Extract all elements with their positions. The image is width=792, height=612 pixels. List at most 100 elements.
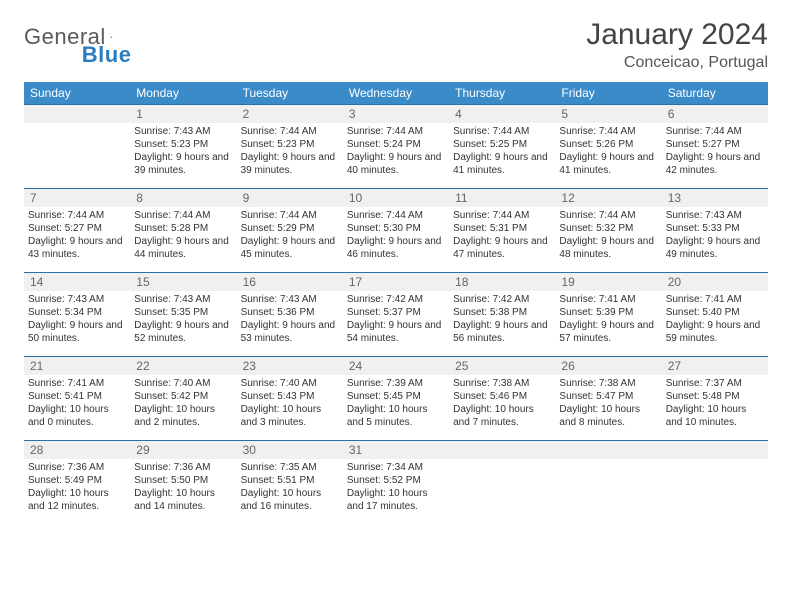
calendar-table: Sunday Monday Tuesday Wednesday Thursday…	[24, 82, 768, 525]
day-body	[449, 459, 555, 513]
header: General Blue January 2024 Conceicao, Por…	[24, 18, 768, 72]
day-cell	[449, 441, 555, 525]
day-cell: 10Sunrise: 7:44 AMSunset: 5:30 PMDayligh…	[343, 189, 449, 273]
day-cell: 17Sunrise: 7:42 AMSunset: 5:37 PMDayligh…	[343, 273, 449, 357]
day-number: 15	[130, 273, 236, 291]
day-cell: 20Sunrise: 7:41 AMSunset: 5:40 PMDayligh…	[662, 273, 768, 357]
day-number: 20	[662, 273, 768, 291]
day-cell: 29Sunrise: 7:36 AMSunset: 5:50 PMDayligh…	[130, 441, 236, 525]
week-row: 1Sunrise: 7:43 AMSunset: 5:23 PMDaylight…	[24, 105, 768, 189]
day-cell: 31Sunrise: 7:34 AMSunset: 5:52 PMDayligh…	[343, 441, 449, 525]
day-body: Sunrise: 7:44 AMSunset: 5:31 PMDaylight:…	[449, 207, 555, 267]
day-number	[662, 441, 768, 459]
day-cell: 13Sunrise: 7:43 AMSunset: 5:33 PMDayligh…	[662, 189, 768, 273]
day-number: 12	[555, 189, 661, 207]
day-cell: 4Sunrise: 7:44 AMSunset: 5:25 PMDaylight…	[449, 105, 555, 189]
day-body: Sunrise: 7:37 AMSunset: 5:48 PMDaylight:…	[662, 375, 768, 435]
day-cell: 30Sunrise: 7:35 AMSunset: 5:51 PMDayligh…	[237, 441, 343, 525]
day-cell: 19Sunrise: 7:41 AMSunset: 5:39 PMDayligh…	[555, 273, 661, 357]
day-number: 28	[24, 441, 130, 459]
day-cell: 7Sunrise: 7:44 AMSunset: 5:27 PMDaylight…	[24, 189, 130, 273]
day-number: 6	[662, 105, 768, 123]
day-number: 31	[343, 441, 449, 459]
day-number	[24, 105, 130, 123]
day-body: Sunrise: 7:41 AMSunset: 5:39 PMDaylight:…	[555, 291, 661, 351]
day-header: Monday	[130, 82, 236, 105]
day-cell: 23Sunrise: 7:40 AMSunset: 5:43 PMDayligh…	[237, 357, 343, 441]
day-cell: 28Sunrise: 7:36 AMSunset: 5:49 PMDayligh…	[24, 441, 130, 525]
day-body: Sunrise: 7:43 AMSunset: 5:33 PMDaylight:…	[662, 207, 768, 267]
day-cell: 15Sunrise: 7:43 AMSunset: 5:35 PMDayligh…	[130, 273, 236, 357]
day-cell: 26Sunrise: 7:38 AMSunset: 5:47 PMDayligh…	[555, 357, 661, 441]
day-cell: 24Sunrise: 7:39 AMSunset: 5:45 PMDayligh…	[343, 357, 449, 441]
day-cell	[555, 441, 661, 525]
day-cell: 18Sunrise: 7:42 AMSunset: 5:38 PMDayligh…	[449, 273, 555, 357]
day-cell: 27Sunrise: 7:37 AMSunset: 5:48 PMDayligh…	[662, 357, 768, 441]
logo-text-2: Blue	[82, 42, 132, 68]
day-number: 24	[343, 357, 449, 375]
day-body: Sunrise: 7:44 AMSunset: 5:26 PMDaylight:…	[555, 123, 661, 183]
day-body: Sunrise: 7:40 AMSunset: 5:43 PMDaylight:…	[237, 375, 343, 435]
day-body: Sunrise: 7:44 AMSunset: 5:23 PMDaylight:…	[237, 123, 343, 183]
day-cell: 1Sunrise: 7:43 AMSunset: 5:23 PMDaylight…	[130, 105, 236, 189]
day-body: Sunrise: 7:43 AMSunset: 5:35 PMDaylight:…	[130, 291, 236, 351]
day-number: 2	[237, 105, 343, 123]
day-body: Sunrise: 7:44 AMSunset: 5:27 PMDaylight:…	[662, 123, 768, 183]
day-number: 14	[24, 273, 130, 291]
day-number: 7	[24, 189, 130, 207]
day-cell: 8Sunrise: 7:44 AMSunset: 5:28 PMDaylight…	[130, 189, 236, 273]
day-cell: 11Sunrise: 7:44 AMSunset: 5:31 PMDayligh…	[449, 189, 555, 273]
day-number: 5	[555, 105, 661, 123]
day-header: Saturday	[662, 82, 768, 105]
day-body: Sunrise: 7:44 AMSunset: 5:30 PMDaylight:…	[343, 207, 449, 267]
day-number: 4	[449, 105, 555, 123]
day-number: 13	[662, 189, 768, 207]
day-number	[555, 441, 661, 459]
day-cell: 5Sunrise: 7:44 AMSunset: 5:26 PMDaylight…	[555, 105, 661, 189]
day-number: 22	[130, 357, 236, 375]
week-row: 21Sunrise: 7:41 AMSunset: 5:41 PMDayligh…	[24, 357, 768, 441]
day-number: 18	[449, 273, 555, 291]
week-row: 7Sunrise: 7:44 AMSunset: 5:27 PMDaylight…	[24, 189, 768, 273]
day-body: Sunrise: 7:44 AMSunset: 5:25 PMDaylight:…	[449, 123, 555, 183]
day-number: 25	[449, 357, 555, 375]
day-cell: 14Sunrise: 7:43 AMSunset: 5:34 PMDayligh…	[24, 273, 130, 357]
title-block: January 2024 Conceicao, Portugal	[586, 18, 768, 72]
day-body	[662, 459, 768, 513]
day-body: Sunrise: 7:43 AMSunset: 5:34 PMDaylight:…	[24, 291, 130, 351]
day-cell: 25Sunrise: 7:38 AMSunset: 5:46 PMDayligh…	[449, 357, 555, 441]
day-body: Sunrise: 7:35 AMSunset: 5:51 PMDaylight:…	[237, 459, 343, 519]
day-number: 8	[130, 189, 236, 207]
day-body	[555, 459, 661, 513]
day-number: 9	[237, 189, 343, 207]
day-header: Friday	[555, 82, 661, 105]
day-body: Sunrise: 7:41 AMSunset: 5:41 PMDaylight:…	[24, 375, 130, 435]
day-number: 11	[449, 189, 555, 207]
day-body: Sunrise: 7:44 AMSunset: 5:27 PMDaylight:…	[24, 207, 130, 267]
day-body: Sunrise: 7:44 AMSunset: 5:24 PMDaylight:…	[343, 123, 449, 183]
day-number: 27	[662, 357, 768, 375]
month-title: January 2024	[586, 18, 768, 52]
day-body: Sunrise: 7:42 AMSunset: 5:38 PMDaylight:…	[449, 291, 555, 351]
day-body: Sunrise: 7:43 AMSunset: 5:23 PMDaylight:…	[130, 123, 236, 183]
day-number: 3	[343, 105, 449, 123]
day-cell: 21Sunrise: 7:41 AMSunset: 5:41 PMDayligh…	[24, 357, 130, 441]
day-body: Sunrise: 7:43 AMSunset: 5:36 PMDaylight:…	[237, 291, 343, 351]
day-number: 1	[130, 105, 236, 123]
day-body: Sunrise: 7:41 AMSunset: 5:40 PMDaylight:…	[662, 291, 768, 351]
day-header: Tuesday	[237, 82, 343, 105]
day-cell: 3Sunrise: 7:44 AMSunset: 5:24 PMDaylight…	[343, 105, 449, 189]
day-number: 19	[555, 273, 661, 291]
calendar-page: General Blue January 2024 Conceicao, Por…	[0, 0, 792, 525]
day-body: Sunrise: 7:42 AMSunset: 5:37 PMDaylight:…	[343, 291, 449, 351]
day-body: Sunrise: 7:34 AMSunset: 5:52 PMDaylight:…	[343, 459, 449, 519]
logo: General Blue	[24, 18, 185, 50]
day-number	[449, 441, 555, 459]
day-cell	[662, 441, 768, 525]
day-number: 21	[24, 357, 130, 375]
day-number: 26	[555, 357, 661, 375]
day-number: 29	[130, 441, 236, 459]
day-body: Sunrise: 7:36 AMSunset: 5:49 PMDaylight:…	[24, 459, 130, 519]
day-cell: 2Sunrise: 7:44 AMSunset: 5:23 PMDaylight…	[237, 105, 343, 189]
day-header-row: Sunday Monday Tuesday Wednesday Thursday…	[24, 82, 768, 105]
